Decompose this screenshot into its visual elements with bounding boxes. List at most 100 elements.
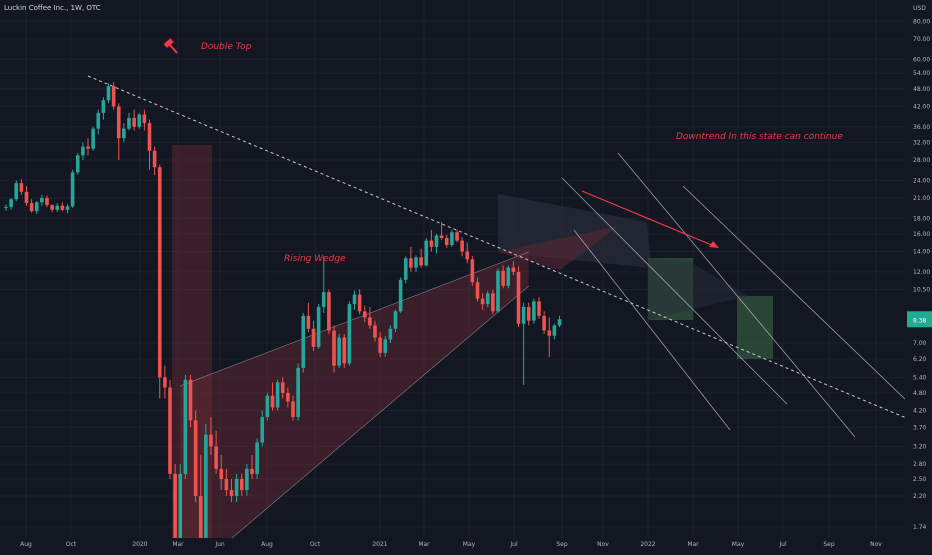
candle-body (14, 183, 19, 200)
candle-body (234, 479, 239, 496)
time-tick-label: Nov (597, 541, 609, 548)
candle-body (542, 315, 546, 331)
price-tick-label: 24.00 (913, 177, 930, 184)
candle-body (209, 434, 213, 447)
candle-body (491, 293, 495, 312)
time-tick-label: Oct (310, 541, 321, 548)
price-axis-unit: USD (913, 5, 926, 12)
channel-line-1 (561, 177, 788, 405)
candle-body (552, 325, 557, 336)
candle-body (368, 317, 372, 326)
annotation-rising-wedge: Rising Wedge (284, 254, 346, 264)
price-tick-label: 2.50 (913, 476, 927, 483)
candle-body (255, 442, 259, 474)
candle-body (316, 306, 321, 347)
candle-body (101, 100, 106, 113)
candle-body (444, 238, 449, 246)
hammer-icon (163, 38, 178, 54)
candle-body (75, 155, 80, 173)
channel-line-2 (617, 152, 856, 438)
price-tick-label: 3.70 (913, 424, 927, 431)
candle-body (460, 240, 464, 252)
candle-body (239, 479, 244, 491)
annotation-downtrend: Downtrend In this state can continue (676, 132, 843, 142)
candle-body (86, 146, 90, 149)
descending-trendline (87, 75, 912, 421)
price-tick-label: 18.00 (913, 215, 930, 222)
candle-body (224, 479, 229, 491)
candle-body (511, 267, 516, 272)
price-tick-label: 21.00 (913, 195, 930, 202)
trend-arrow-head (709, 241, 719, 248)
hammer-head (163, 38, 174, 48)
price-tick-label: 6.20 (913, 356, 927, 363)
channel-line-3 (682, 185, 907, 401)
candle-body (450, 232, 454, 246)
candle-body (280, 382, 285, 393)
candle-body (429, 240, 434, 247)
candle-body (362, 311, 367, 318)
candle-body (70, 172, 75, 207)
candle-body (147, 123, 152, 151)
price-tick-label: 42.00 (913, 103, 930, 110)
candle-body (506, 267, 511, 286)
candle-body (214, 446, 218, 469)
candle-body (173, 473, 177, 547)
candle-body (521, 306, 526, 324)
time-tick-label: 2021 (372, 541, 387, 548)
candle-body (111, 86, 116, 107)
candle-body (275, 382, 280, 408)
time-tick-label: Nov (870, 541, 882, 548)
candle-body (557, 319, 562, 326)
candles (4, 82, 562, 555)
candle-body (286, 392, 290, 402)
time-tick-label: Oct (66, 541, 77, 548)
candle-body (40, 197, 44, 203)
candle-body (250, 468, 254, 474)
wedge-lower-edge (231, 285, 529, 539)
candle-body (137, 114, 142, 127)
candle-body (378, 337, 382, 353)
candle-body (327, 292, 331, 331)
candle-body (265, 395, 270, 417)
candle-body (337, 337, 341, 366)
candle-body (537, 301, 541, 316)
price-tick-label: 2.80 (913, 461, 927, 468)
candle-body (204, 434, 208, 538)
candle-body (50, 205, 54, 210)
price-tick-label: 48.00 (913, 86, 930, 93)
candle-body (501, 270, 505, 286)
candle-body (168, 387, 172, 474)
candle-body (388, 328, 393, 340)
price-tick-label: 80.00 (913, 18, 930, 25)
time-tick-label: Aug (261, 541, 273, 548)
candle-body (532, 301, 536, 321)
candle-body (419, 257, 423, 266)
candle-body (60, 205, 65, 210)
candle-body (229, 490, 234, 496)
time-tick-label: Sep (556, 541, 568, 548)
time-axis: Aug Oct 2020 Mar Jun Aug Oct 2021 Mar May Jul Sep No… (0, 538, 905, 550)
candle-body (9, 199, 13, 208)
time-tick-label: Jul (509, 541, 518, 548)
candle-body (516, 271, 521, 324)
time-tick-label: Jul (778, 541, 787, 548)
candle-body (65, 206, 70, 210)
last-price-label: 8.38 (913, 317, 927, 324)
annotation-double-top: Double Top (201, 42, 252, 52)
candle-body (321, 292, 326, 307)
price-tick-label: 10.50 (913, 287, 930, 294)
candle-body (455, 232, 459, 241)
candle-body (480, 298, 485, 305)
time-tick-label: Aug (20, 541, 32, 548)
channel-line-4 (573, 229, 731, 431)
candle-body (357, 294, 362, 312)
price-tick-label: 14.00 (913, 249, 930, 256)
candle-body (91, 128, 95, 149)
candle-body (96, 112, 101, 129)
price-tick-label: 4.80 (913, 390, 927, 397)
time-tick-label: Sep (823, 541, 835, 548)
